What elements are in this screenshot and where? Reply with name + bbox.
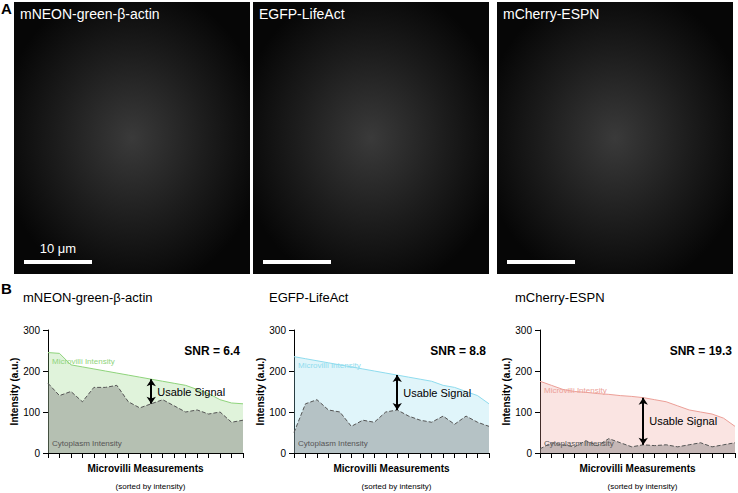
svg-text:Intensity (a.u.): Intensity (a.u.) (9, 358, 20, 426)
svg-text:Microvilli Measurements: Microvilli Measurements (579, 463, 696, 474)
svg-text:Intensity (a.u.): Intensity (a.u.) (501, 358, 512, 426)
html-text:A: A (1, 0, 12, 17)
svg-text:(sorted by intensity): (sorted by intensity) (116, 482, 186, 491)
svg-text:200: 200 (23, 366, 40, 377)
svg-text:Microvilli Measurements: Microvilli Measurements (87, 463, 204, 474)
svg-text:(sorted by intensity): (sorted by intensity) (362, 482, 432, 491)
svg-text:100: 100 (515, 407, 532, 418)
svg-text:300: 300 (515, 325, 532, 336)
svg-text:mCherry-ESPN: mCherry-ESPN (515, 290, 605, 305)
html-text:10 μm: 10 μm (39, 241, 77, 256)
svg-text:mNEON-green-β-actin: mNEON-green-β-actin (23, 290, 153, 305)
svg-text:Intensity (a.u.): Intensity (a.u.) (255, 358, 266, 426)
svg-text:200: 200 (515, 366, 532, 377)
svg-text:100: 100 (269, 407, 286, 418)
html-text:mNEON-green-β-actin: mNEON-green-β-actin (20, 6, 160, 22)
svg-text:Usable Signal: Usable Signal (403, 387, 471, 399)
svg-text:0: 0 (34, 448, 40, 459)
svg-text:Microvilli Intensity: Microvilli Intensity (52, 357, 115, 366)
svg-text:(sorted by intensity): (sorted by intensity) (608, 482, 678, 491)
svg-text:Microvilli Intensity: Microvilli Intensity (544, 386, 607, 395)
svg-text:300: 300 (23, 325, 40, 336)
svg-text:0: 0 (526, 448, 532, 459)
svg-text:Microvilli Measurements: Microvilli Measurements (333, 463, 450, 474)
svg-text:EGFP-LifeAct: EGFP-LifeAct (269, 290, 349, 305)
html-text:EGFP-LifeAct: EGFP-LifeAct (259, 6, 345, 22)
html-text:mCherry-ESPN: mCherry-ESPN (503, 6, 600, 22)
svg-text:SNR = 6.4: SNR = 6.4 (184, 344, 240, 358)
svg-text:100: 100 (23, 407, 40, 418)
svg-text:300: 300 (269, 325, 286, 336)
svg-text:Cytoplasm Intensity: Cytoplasm Intensity (52, 439, 122, 448)
svg-text:SNR = 8.8: SNR = 8.8 (430, 344, 486, 358)
svg-text:SNR = 19.3: SNR = 19.3 (670, 344, 733, 358)
svg-text:0: 0 (280, 448, 286, 459)
svg-text:Usable Signal: Usable Signal (649, 415, 717, 427)
svg-text:Cytoplasm Intensity: Cytoplasm Intensity (298, 439, 368, 448)
svg-text:Microvilli Intensity: Microvilli Intensity (298, 361, 361, 370)
html-text:B: B (1, 280, 12, 297)
svg-text:Cytoplasm Intensity: Cytoplasm Intensity (544, 439, 614, 448)
svg-text:Usable Signal: Usable Signal (157, 386, 225, 398)
svg-text:200: 200 (269, 366, 286, 377)
